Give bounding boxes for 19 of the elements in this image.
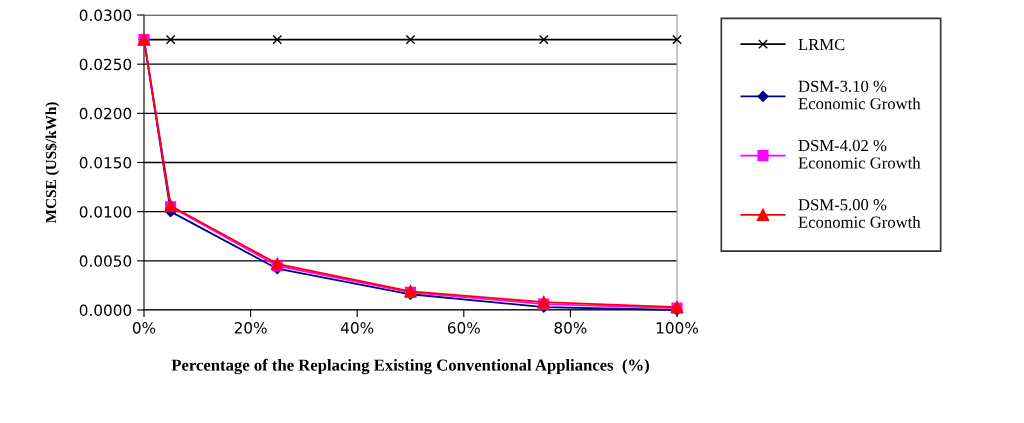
x-tick-label: 100% <box>656 322 698 334</box>
x-tick-label: 0% <box>132 322 156 334</box>
y-tick-label: 0.0150 <box>79 156 132 169</box>
legend-label: DSM-3.10 % Economic Growth <box>798 80 921 110</box>
legend-label: DSM-5.00 % Economic Growth <box>798 199 921 228</box>
legend-label: DSM-4.02 % Economic Growth <box>798 139 921 169</box>
y-tick-label: 0.0300 <box>79 9 132 22</box>
y-tick-label: 0.0250 <box>79 58 132 71</box>
x-axis-title: Percentage of the Replacing Existing Conventional Appliances (%) <box>171 358 649 375</box>
x-tick-label: 40% <box>340 322 374 334</box>
y-tick-label: 0.0100 <box>79 206 132 218</box>
x-tick-label: 20% <box>234 322 267 334</box>
y-axis-title: MCSE (US$/kWh) <box>44 102 60 224</box>
legend-label: LRMC <box>798 38 845 51</box>
y-tick-label: 0.0050 <box>79 255 132 267</box>
x-tick-label: 60% <box>447 322 480 334</box>
x-tick-label: 80% <box>554 322 587 334</box>
y-tick-label: 0.0200 <box>79 107 132 120</box>
y-tick-label: 0.0000 <box>79 304 132 317</box>
